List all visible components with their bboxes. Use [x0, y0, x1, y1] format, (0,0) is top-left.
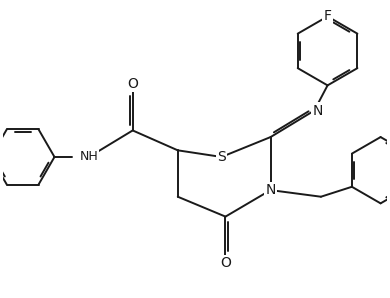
Text: NH: NH: [80, 150, 98, 164]
Text: N: N: [265, 183, 276, 197]
Text: S: S: [217, 150, 226, 164]
Text: N: N: [312, 104, 323, 117]
Text: O: O: [220, 256, 231, 270]
Text: O: O: [127, 77, 138, 91]
Text: F: F: [324, 10, 332, 24]
